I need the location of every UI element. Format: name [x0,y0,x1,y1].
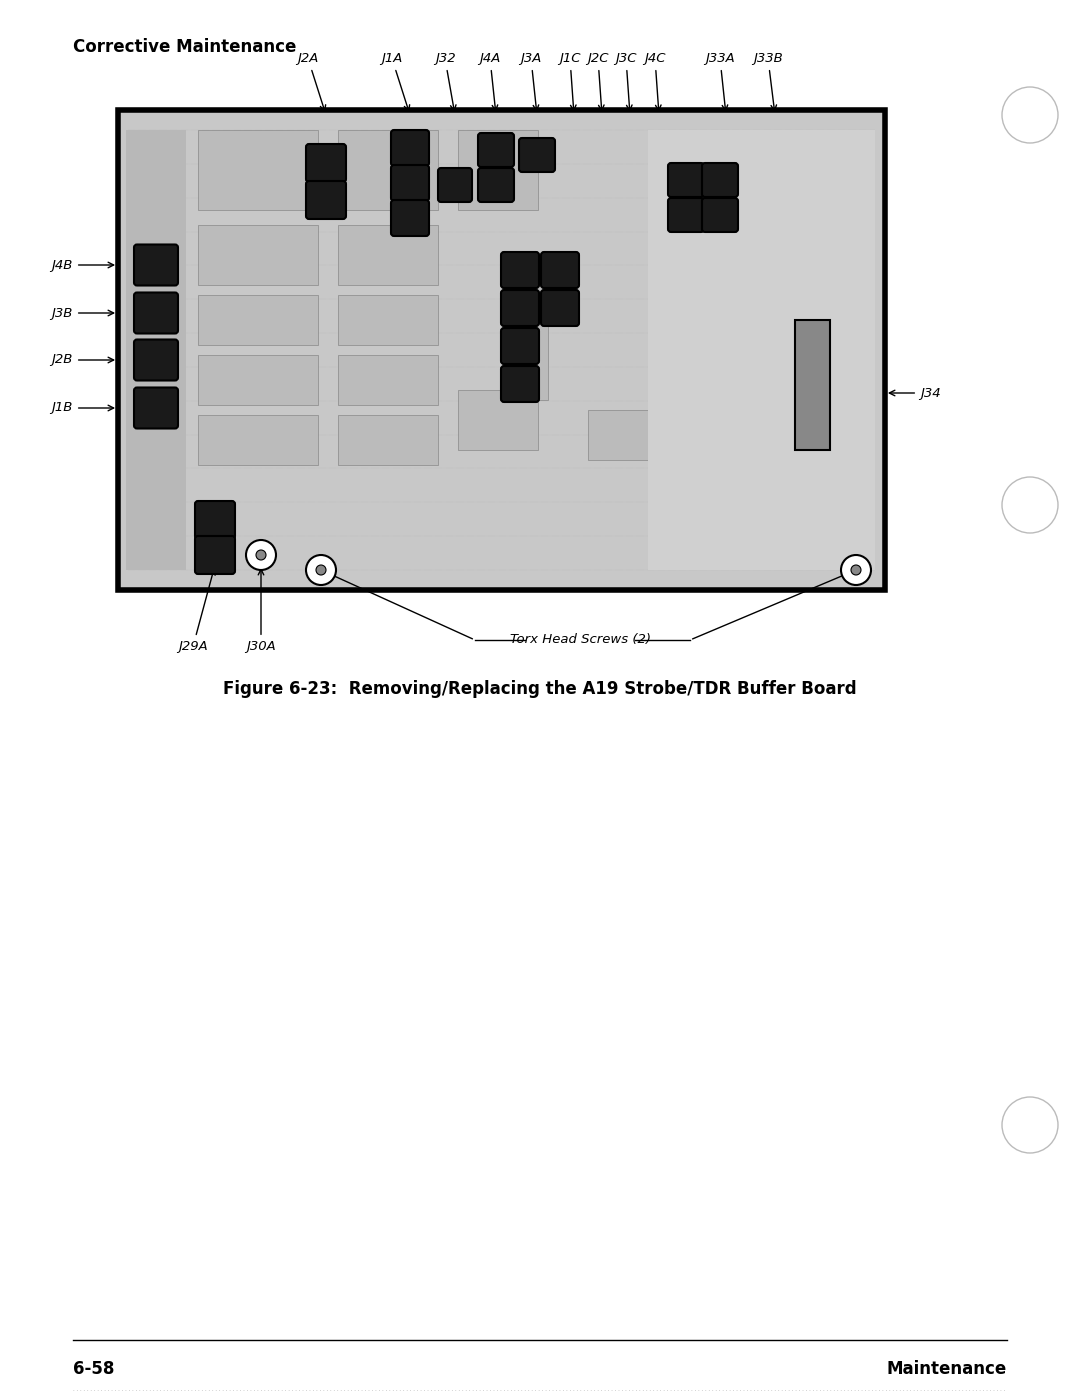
Bar [648,130,875,569]
Text: J3B: J3B [52,306,113,319]
FancyBboxPatch shape [391,130,429,166]
FancyBboxPatch shape [541,252,579,288]
FancyBboxPatch shape [519,139,555,172]
Bar [338,225,438,285]
Text: Torx Head Screws (2): Torx Head Screws (2) [510,634,650,646]
FancyBboxPatch shape [195,501,235,539]
FancyBboxPatch shape [478,133,514,166]
FancyBboxPatch shape [306,144,346,182]
Bar [338,295,438,346]
Bar [338,416,438,464]
FancyBboxPatch shape [478,168,514,201]
FancyBboxPatch shape [391,200,429,236]
Circle shape [316,565,326,575]
FancyBboxPatch shape [669,199,704,232]
FancyBboxPatch shape [702,164,738,197]
Bar [588,410,648,460]
FancyBboxPatch shape [669,164,704,197]
FancyBboxPatch shape [541,290,579,326]
Text: J4A: J4A [480,52,501,111]
FancyBboxPatch shape [438,168,472,201]
Circle shape [1002,87,1058,143]
FancyBboxPatch shape [501,252,539,288]
Bar [198,416,318,464]
Circle shape [851,565,861,575]
Text: J4B: J4B [52,259,113,271]
Bar [198,130,318,210]
Text: J2C: J2C [588,52,609,111]
FancyBboxPatch shape [306,180,346,220]
Bar [688,130,718,260]
Text: J34: J34 [889,386,941,400]
FancyBboxPatch shape [134,388,178,428]
Circle shape [246,540,276,569]
Bar [458,390,538,450]
Bar [198,225,318,285]
Bar [126,130,186,569]
Bar [198,355,318,404]
Text: J30A: J30A [246,569,275,653]
FancyBboxPatch shape [501,367,539,402]
Text: Corrective Maintenance: Corrective Maintenance [73,38,296,56]
Bar [648,130,678,311]
Text: J2A: J2A [297,52,326,111]
Bar [198,295,318,346]
Text: J33B: J33B [753,52,783,111]
Bar [338,130,438,210]
FancyBboxPatch shape [702,199,738,232]
Text: J1C: J1C [559,52,581,111]
FancyBboxPatch shape [134,292,178,333]
Text: J3A: J3A [521,52,542,111]
Text: J32: J32 [434,52,456,111]
Text: Figure 6-23:  Removing/Replacing the A19 Strobe/TDR Buffer Board: Figure 6-23: Removing/Replacing the A19 … [224,680,856,698]
Bar [795,320,831,450]
Text: J2B: J2B [52,354,113,367]
Text: J1A: J1A [381,52,409,111]
Circle shape [1002,477,1058,533]
Circle shape [306,555,336,585]
Bar [338,355,438,404]
Text: 6-58: 6-58 [73,1360,114,1378]
FancyBboxPatch shape [501,327,539,364]
Text: J4C: J4C [645,52,665,111]
FancyBboxPatch shape [195,536,235,574]
Bar [118,111,885,590]
Circle shape [1002,1097,1058,1153]
Text: J1B: J1B [52,402,113,414]
Text: J29A: J29A [178,569,215,653]
FancyBboxPatch shape [391,165,429,201]
Text: Maintenance: Maintenance [887,1360,1007,1378]
Circle shape [256,550,266,560]
Circle shape [841,555,870,585]
Bar [458,130,538,210]
FancyBboxPatch shape [134,340,178,381]
FancyBboxPatch shape [501,290,539,326]
Text: J33A: J33A [705,52,734,111]
Text: J3C: J3C [616,52,637,111]
FancyBboxPatch shape [134,245,178,285]
Bar [508,280,548,400]
